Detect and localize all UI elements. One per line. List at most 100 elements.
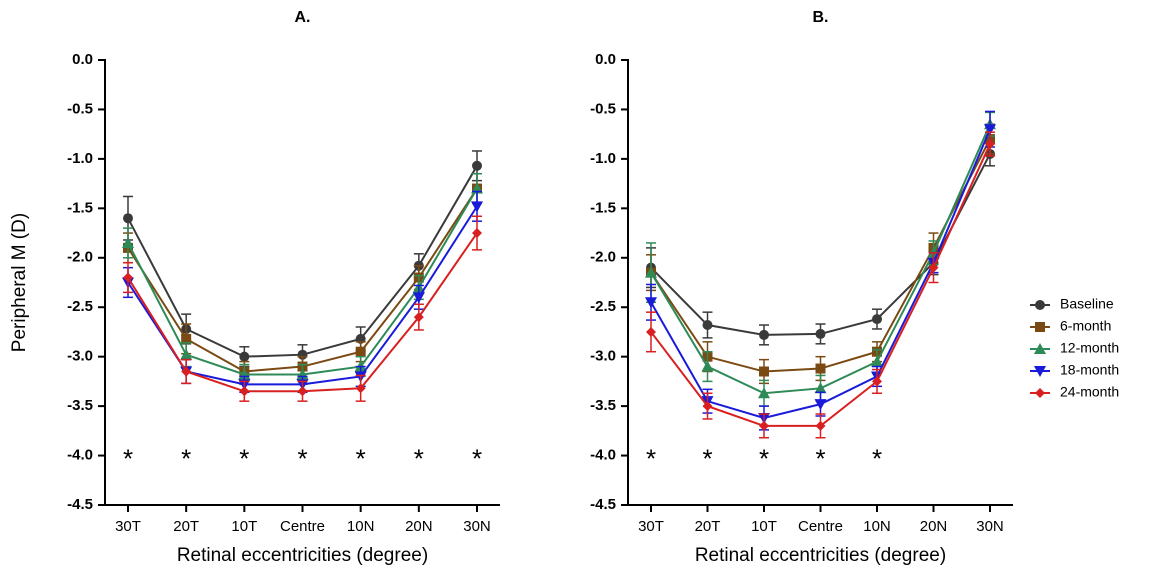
significance: *	[414, 443, 424, 473]
y-tick-label: -3.5	[590, 397, 616, 414]
marker	[239, 386, 250, 397]
significance: *	[646, 443, 656, 473]
x-tick-label: 20N	[405, 518, 433, 535]
legend-label: Baseline	[1060, 296, 1114, 312]
marker	[413, 312, 424, 323]
y-tick-label: -2.0	[590, 249, 616, 266]
significance: *	[181, 443, 191, 473]
significance: *	[123, 443, 133, 473]
marker	[239, 351, 250, 362]
marker	[297, 386, 308, 397]
y-tick-label: -3.0	[590, 348, 616, 365]
marker	[645, 297, 657, 309]
y-tick-label: 0.0	[595, 51, 616, 68]
marker	[985, 139, 995, 150]
x-tick-label: 30T	[638, 518, 664, 535]
x-tick-label: 30T	[115, 518, 141, 535]
x-tick-label: 20T	[695, 518, 721, 535]
y-tick-label: -1.5	[590, 199, 616, 216]
marker	[122, 236, 134, 248]
x-tick-label: 30N	[463, 518, 491, 535]
legend-label: 18-month	[1060, 362, 1119, 378]
marker	[872, 314, 882, 325]
x-tick-label: 20T	[173, 518, 199, 535]
y-tick-label: 0.0	[72, 51, 93, 68]
marker	[646, 326, 656, 337]
x-tick-label: 10N	[863, 518, 891, 535]
y-tick-label: -0.5	[67, 100, 93, 117]
marker	[815, 328, 826, 339]
x-tick-label: 10T	[231, 518, 257, 535]
x-axis-label: Retinal eccentricities (degree)	[695, 545, 946, 566]
x-tick-label: 10T	[751, 518, 777, 535]
marker	[1035, 388, 1045, 398]
marker	[181, 366, 192, 377]
x-tick-label: Centre	[798, 518, 843, 535]
marker	[123, 213, 133, 224]
significance: *	[815, 443, 825, 473]
marker	[355, 346, 366, 357]
marker	[814, 399, 827, 411]
legend-label: 6-month	[1060, 318, 1111, 334]
x-tick-label: 20N	[920, 518, 948, 535]
marker	[759, 329, 769, 340]
significance: *	[472, 443, 482, 473]
marker	[702, 320, 713, 331]
marker	[701, 360, 714, 372]
y-tick-label: -4.0	[67, 447, 93, 464]
marker	[1034, 343, 1046, 354]
marker	[471, 201, 483, 213]
marker	[645, 266, 657, 278]
x-tick-label: 10N	[347, 518, 375, 535]
y-tick-label: -3.0	[67, 348, 93, 365]
significance: *	[356, 443, 366, 473]
y-tick-label: -2.5	[590, 298, 616, 315]
marker	[815, 420, 826, 431]
marker	[1035, 322, 1045, 332]
y-tick-label: -1.0	[590, 150, 616, 167]
legend-label: 12-month	[1060, 340, 1119, 356]
x-tick-label: 30N	[976, 518, 1004, 535]
marker	[472, 228, 482, 239]
y-axis-label: Peripheral M (D)	[9, 213, 30, 352]
panel-title: A.	[295, 9, 311, 26]
marker	[759, 366, 769, 377]
y-tick-label: -1.5	[67, 199, 93, 216]
marker	[355, 383, 366, 394]
x-tick-label: Centre	[280, 518, 325, 535]
x-axis-label: Retinal eccentricities (degree)	[177, 545, 428, 566]
marker	[871, 355, 883, 367]
marker	[759, 420, 769, 431]
marker	[928, 262, 939, 273]
marker	[702, 401, 713, 412]
significance: *	[702, 443, 712, 473]
significance: *	[239, 443, 249, 473]
marker	[872, 376, 882, 387]
y-tick-label: -1.0	[67, 150, 93, 167]
marker	[123, 272, 133, 283]
marker	[1034, 366, 1046, 377]
y-tick-label: -2.5	[67, 298, 93, 315]
significance: *	[759, 443, 769, 473]
y-tick-label: -4.0	[590, 447, 616, 464]
significance: *	[872, 443, 882, 473]
marker	[1035, 300, 1045, 310]
marker	[758, 387, 770, 399]
y-tick-label: -4.5	[590, 496, 616, 513]
y-tick-label: -0.5	[590, 100, 616, 117]
panel-title: B.	[813, 9, 829, 26]
y-tick-label: -4.5	[67, 496, 93, 513]
legend-label: 24-month	[1060, 384, 1119, 400]
marker	[814, 382, 827, 394]
marker	[472, 160, 482, 171]
y-tick-label: -3.5	[67, 397, 93, 414]
series-line	[650, 123, 991, 395]
significance: *	[297, 443, 307, 473]
marker	[181, 333, 192, 344]
marker	[180, 348, 193, 360]
marker	[412, 292, 425, 304]
y-tick-label: -2.0	[67, 249, 93, 266]
marker	[984, 124, 996, 136]
series-line	[650, 153, 991, 336]
